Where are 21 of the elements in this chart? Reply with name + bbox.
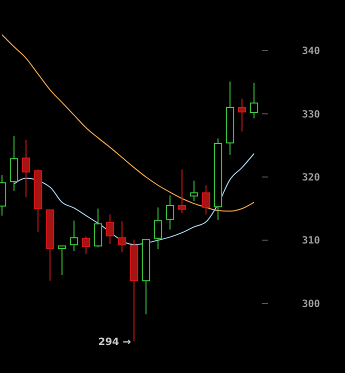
candlestick [226, 81, 234, 156]
candlestick [190, 180, 198, 202]
candlestick [166, 194, 174, 230]
candlestick [118, 220, 126, 253]
candlestick [70, 220, 78, 252]
candlestick [238, 98, 246, 132]
candlestick [106, 214, 114, 245]
y-tick-label: 330 [302, 109, 320, 120]
line-series [14, 153, 254, 246]
annotation: 294 → [98, 336, 131, 348]
candlestick [214, 138, 222, 221]
y-tick-label: 340 [302, 46, 320, 58]
line-series [2, 34, 254, 212]
candlestick [202, 184, 210, 215]
y-tick-label: 310 [302, 236, 320, 247]
y-tick-label: 300 [302, 298, 320, 310]
candlestick [154, 206, 162, 250]
candlestick [130, 239, 138, 342]
y-tick-label: 320 [302, 172, 320, 184]
candlestick [22, 139, 30, 198]
candlestick [10, 135, 18, 192]
